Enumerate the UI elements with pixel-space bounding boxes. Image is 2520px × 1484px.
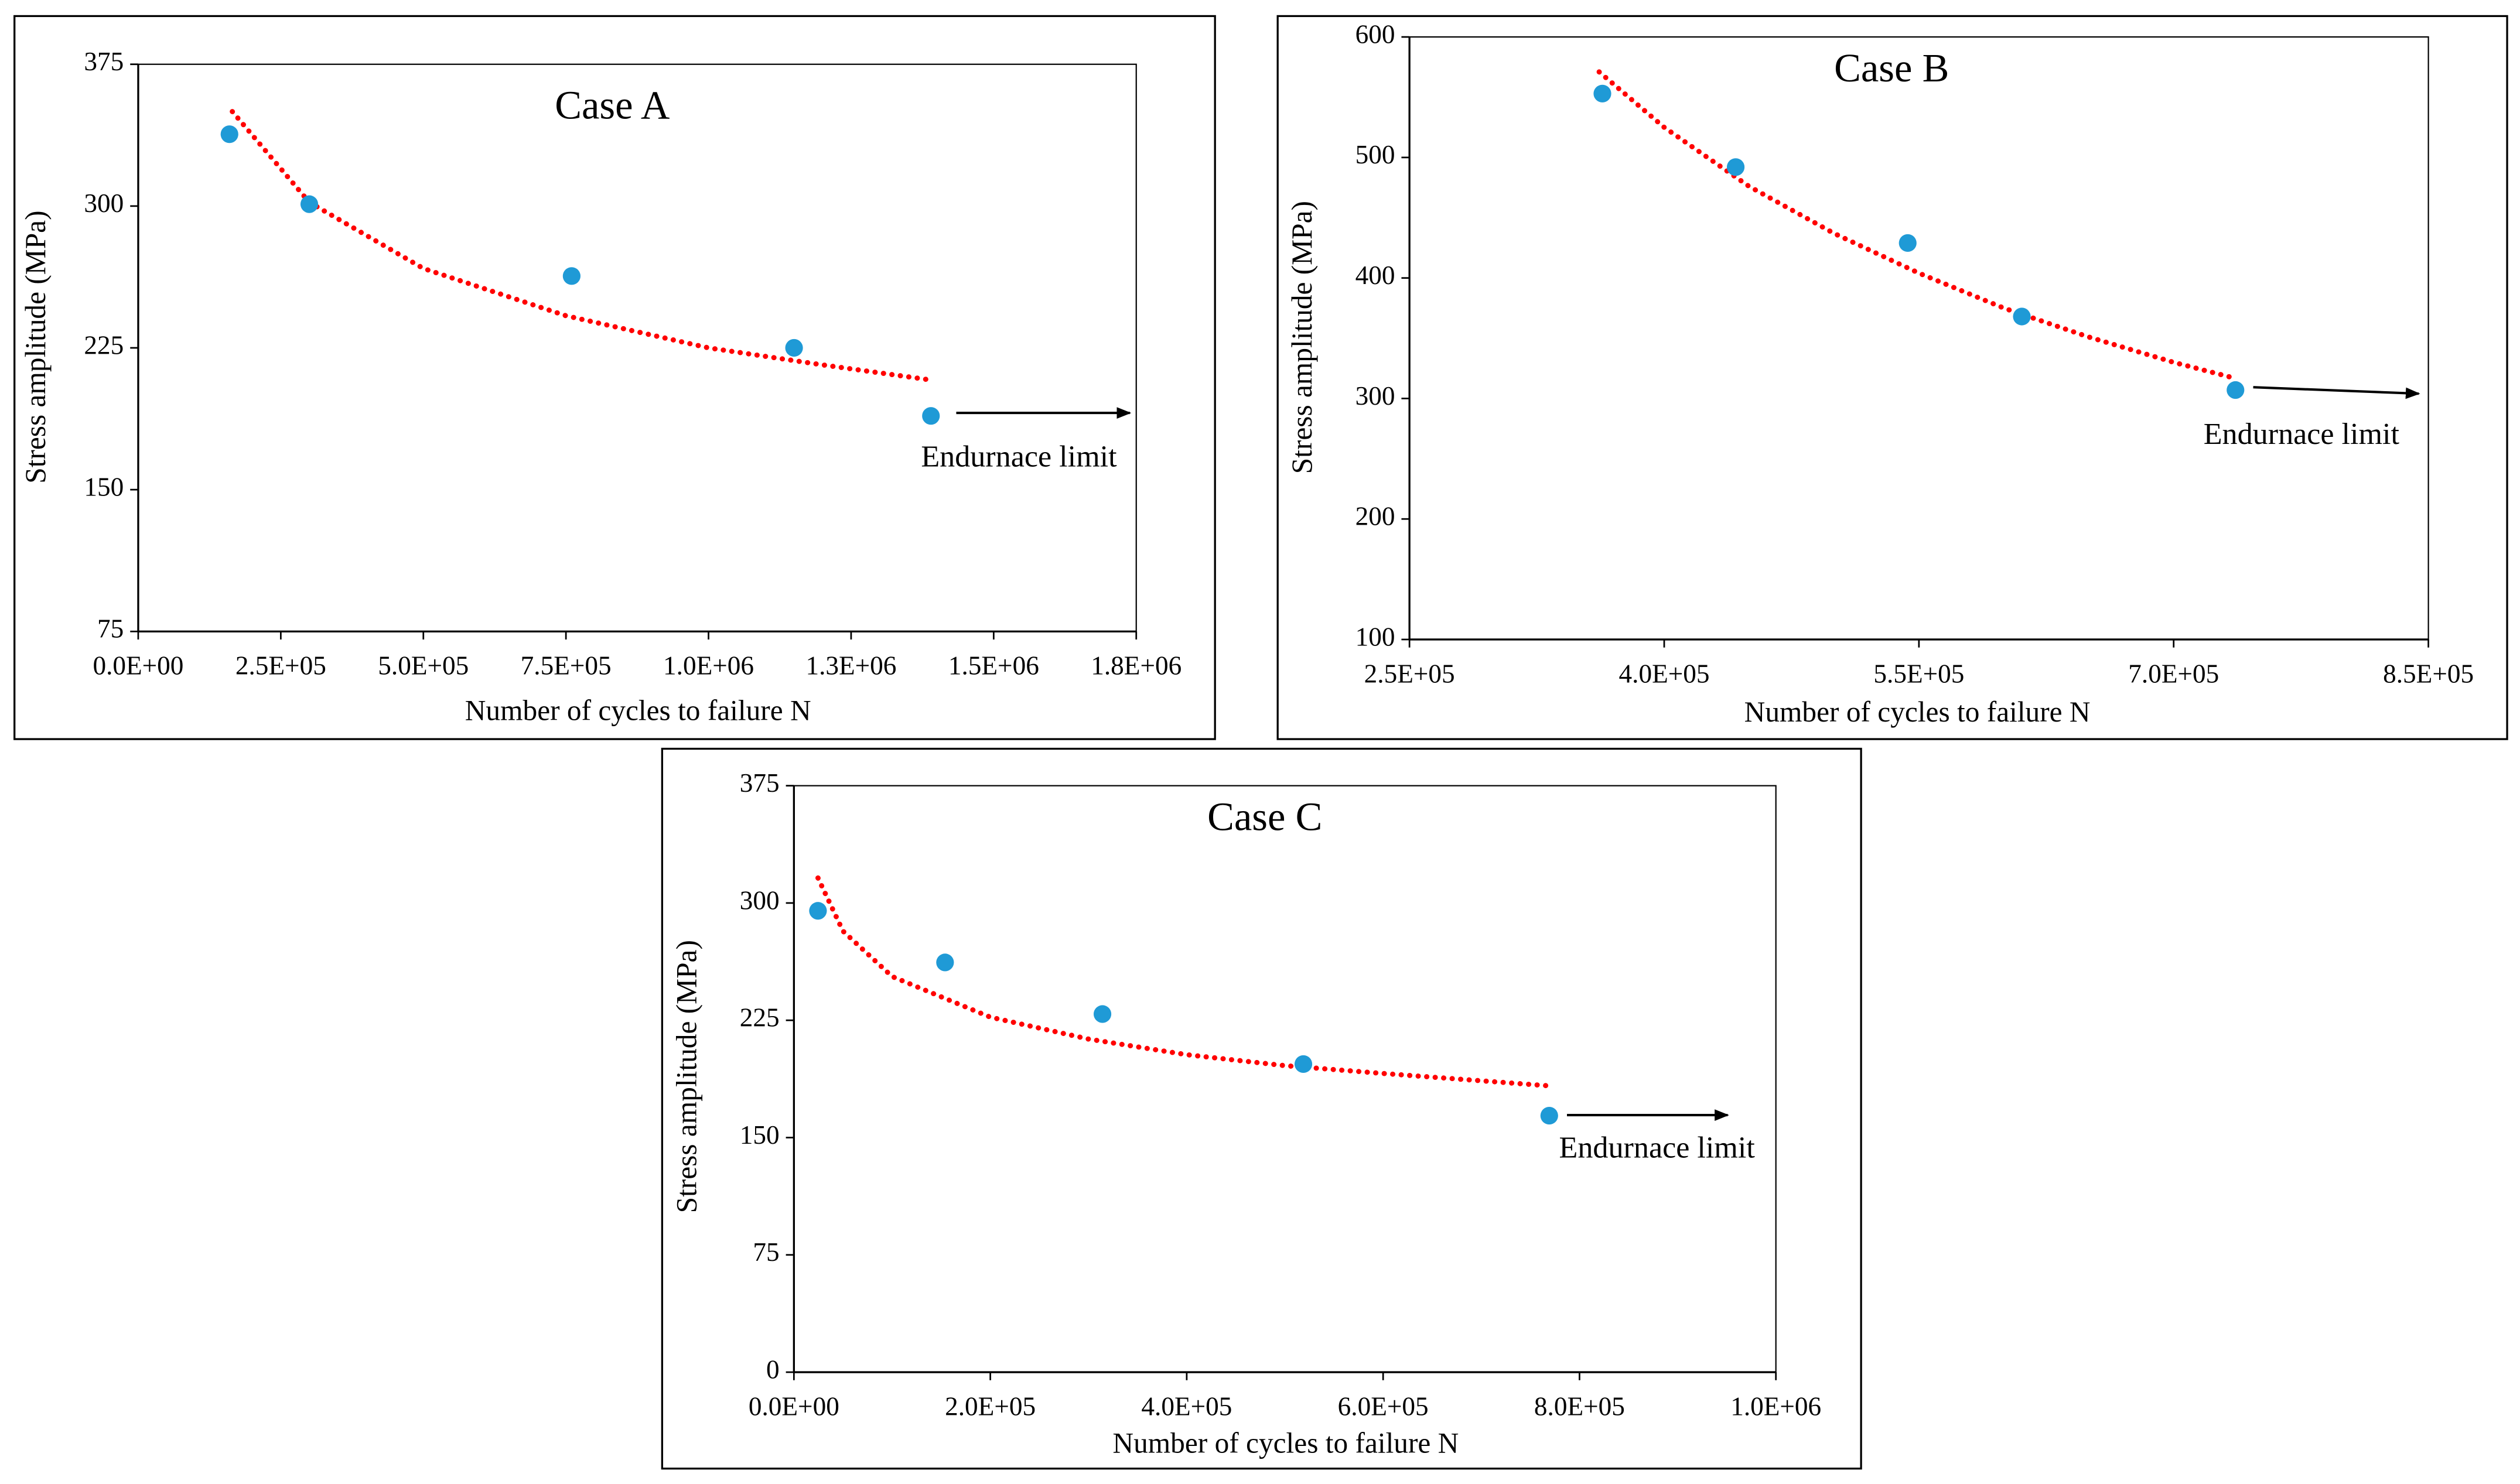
x-axis-label: Number of cycles to failure N [1112, 1427, 1459, 1459]
chart-title: Case C [1207, 795, 1322, 839]
x-tick-label: 7.5E+05 [521, 651, 612, 681]
x-tick-label: 5.0E+05 [378, 651, 469, 681]
x-tick-label: 4.0E+05 [1619, 659, 1710, 688]
plot-area [793, 785, 1777, 1373]
data-point [2227, 381, 2245, 399]
data-point [1540, 1107, 1558, 1125]
y-tick-label: 100 [1355, 622, 1395, 651]
x-tick-label: 0.0E+00 [93, 651, 183, 681]
y-tick-label: 225 [740, 1003, 780, 1032]
data-point [1593, 84, 1611, 102]
y-tick-label: 150 [740, 1120, 780, 1150]
data-point [220, 125, 238, 143]
x-tick-label: 2.5E+05 [235, 651, 326, 681]
data-point [1093, 1005, 1112, 1023]
y-tick-label: 300 [1355, 381, 1395, 411]
data-point [922, 407, 940, 425]
data-point [1294, 1055, 1313, 1073]
data-point [785, 338, 803, 357]
annotation: Endurnace limit [1559, 1131, 1756, 1164]
annotation: Endurnace limit [2204, 418, 2400, 451]
trendline [230, 109, 934, 383]
chart-panel: 0 75 150 225 300 375 0.0E+00 2.0E+05 4.0E+05 6.0E… [661, 747, 1862, 1470]
y-axis-label: Stress amplitude (MPa) [19, 210, 52, 483]
x-tick-label: 8.0E+05 [1534, 1392, 1625, 1421]
chart-title: Case B [1834, 46, 1949, 90]
x-tick-label: 2.5E+05 [1364, 659, 1455, 688]
y-tick-label: 500 [1355, 140, 1395, 169]
trendline [815, 875, 1554, 1089]
panel-frame [661, 747, 1862, 1470]
data-point [562, 267, 581, 285]
x-axis-label: Number of cycles to failure N [1744, 696, 2091, 728]
y-axis-label: Stress amplitude (MPa) [670, 940, 702, 1213]
plot-area [137, 63, 1137, 632]
panel-frame [1276, 15, 2508, 740]
trendline [1596, 69, 2237, 381]
chart-panel: 100 200 300 400 500 600 2.5E+05 4.0E+05 5.5E+05 7… [1276, 15, 2508, 740]
data-point [300, 195, 319, 213]
y-axis-label: Stress amplitude (MPa) [1286, 201, 1318, 474]
y-tick-label: 300 [740, 885, 780, 915]
y-tick-label: 75 [97, 614, 124, 644]
data-point [936, 953, 954, 972]
y-tick-label: 0 [766, 1355, 780, 1384]
y-tick-label: 600 [1355, 19, 1395, 49]
y-tick-label: 150 [84, 473, 124, 502]
chart-title: Case A [555, 83, 670, 127]
data-point [1726, 158, 1745, 176]
y-tick-label: 300 [84, 189, 124, 218]
annotation: Endurnace limit [921, 440, 1117, 474]
plot-area [1409, 36, 2429, 641]
y-tick-label: 400 [1355, 261, 1395, 290]
panel-frame [13, 15, 1216, 740]
x-tick-label: 1.3E+06 [805, 651, 896, 681]
y-tick-label: 375 [740, 768, 780, 798]
x-tick-label: 0.0E+00 [749, 1392, 839, 1421]
y-tick-label: 375 [84, 47, 124, 76]
data-point [809, 902, 827, 920]
x-tick-label: 1.5E+06 [948, 651, 1039, 681]
data-point [1898, 234, 1917, 252]
x-tick-label: 5.5E+05 [1873, 659, 1964, 688]
x-tick-label: 6.0E+05 [1338, 1392, 1429, 1421]
y-tick-label: 200 [1355, 502, 1395, 531]
annotation-arrow [2253, 386, 2420, 399]
x-tick-label: 8.5E+05 [2383, 659, 2474, 688]
x-tick-label: 2.0E+05 [945, 1392, 1036, 1421]
x-tick-label: 1.8E+06 [1091, 651, 1182, 681]
y-tick-label: 75 [753, 1237, 779, 1267]
y-tick-label: 225 [84, 330, 124, 360]
chart-panel: 75 150 225 300 375 0.0E+00 2.5E+05 5.0E+05 7.5E+… [13, 15, 1216, 740]
x-tick-label: 1.0E+06 [1730, 1392, 1821, 1421]
x-axis-label: Number of cycles to failure N [465, 694, 811, 726]
x-tick-label: 7.0E+05 [2128, 659, 2219, 688]
data-point [2013, 307, 2031, 326]
x-tick-label: 1.0E+06 [663, 651, 754, 681]
x-tick-label: 4.0E+05 [1141, 1392, 1232, 1421]
